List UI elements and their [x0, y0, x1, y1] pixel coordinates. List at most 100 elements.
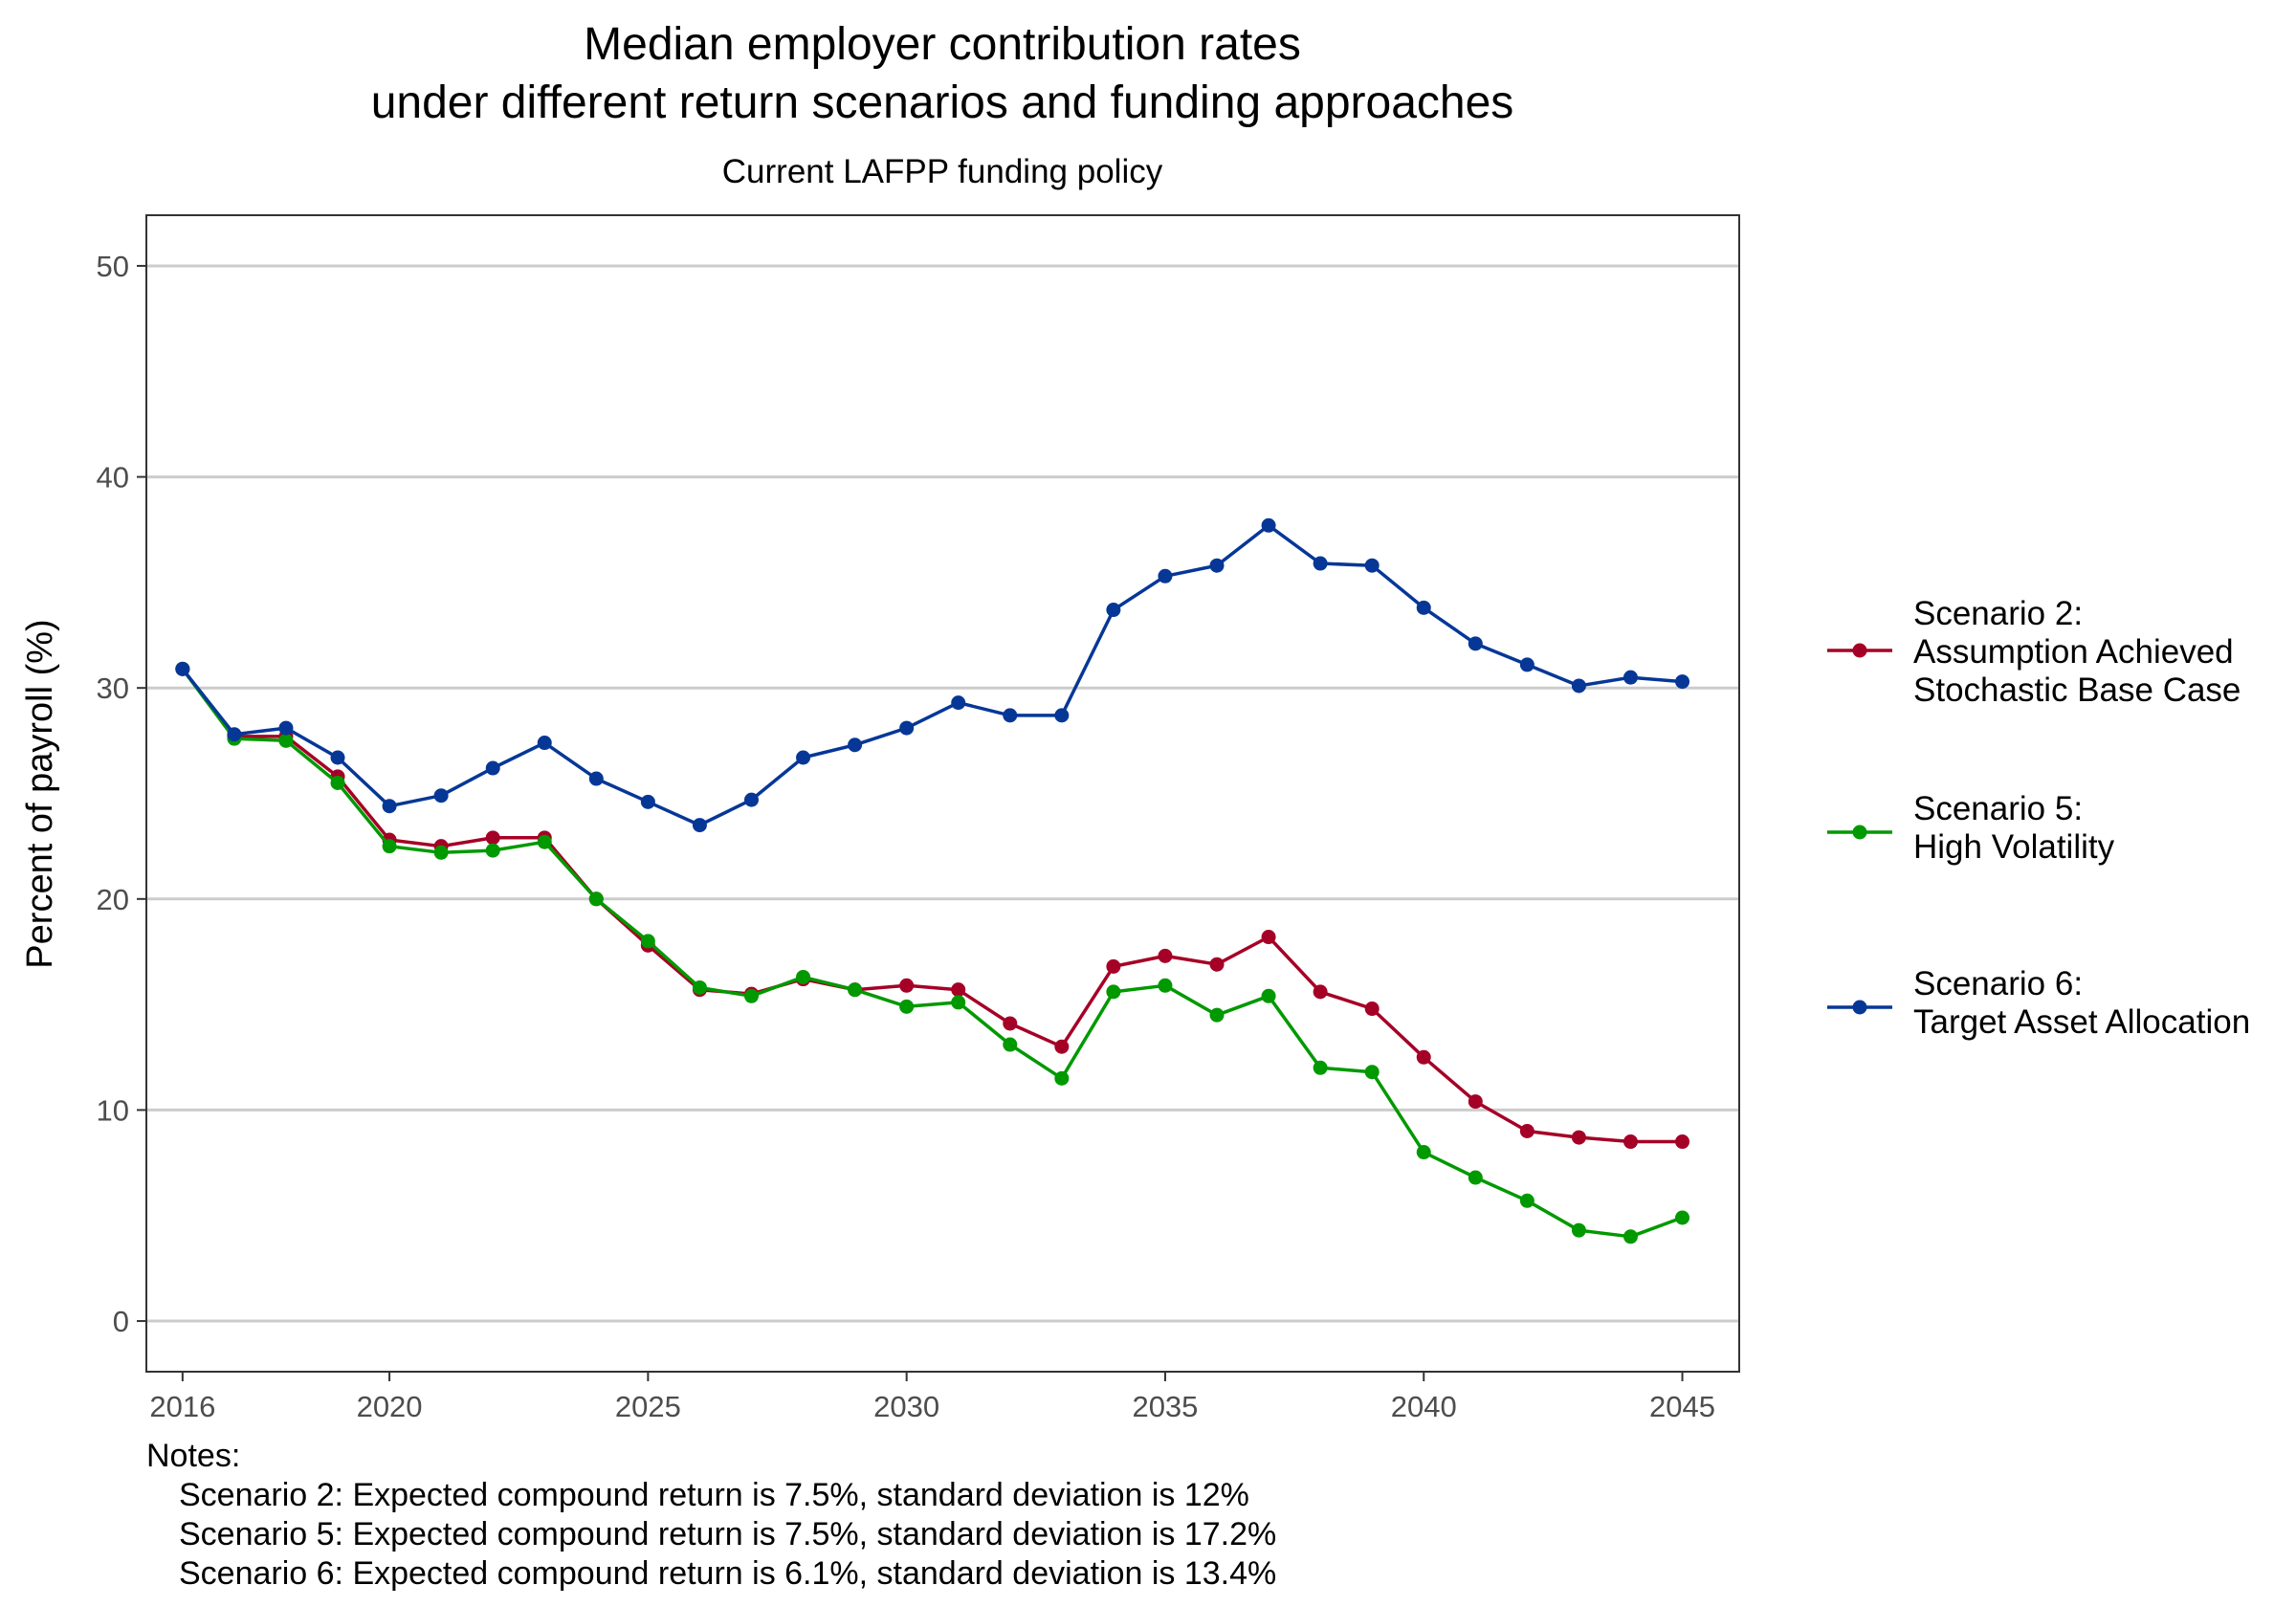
y-axis-title: Percent of payroll (%): [20, 619, 60, 968]
data-point: [848, 982, 863, 998]
y-tick-label: 30: [97, 671, 129, 705]
data-point: [1209, 1007, 1225, 1023]
legend-label: Stochastic Base Case: [1913, 671, 2241, 709]
x-tick-label: 2045: [1649, 1390, 1715, 1423]
legend: Scenario 2:Assumption AchievedStochastic…: [1827, 595, 2250, 1041]
data-point: [1003, 1016, 1018, 1031]
data-point: [848, 737, 863, 753]
x-tick-label: 2040: [1391, 1390, 1457, 1423]
data-point: [433, 788, 449, 804]
data-point: [951, 695, 966, 711]
legend-label: Target Asset Allocation: [1913, 1003, 2250, 1041]
y-tick-label: 20: [97, 883, 129, 916]
data-point: [899, 978, 915, 993]
data-point: [1261, 988, 1276, 1003]
data-point: [1158, 568, 1173, 583]
y-tick-label: 10: [97, 1093, 129, 1127]
data-point: [1158, 948, 1173, 963]
data-point: [1106, 603, 1121, 618]
legend-item-2: Scenario 5:High Volatility: [1827, 790, 2115, 866]
note-line-3: Scenario 6: Expected compound return is …: [179, 1555, 1276, 1592]
data-point: [1313, 984, 1328, 1000]
series-3: [175, 517, 1690, 833]
y-tick-label: 40: [97, 461, 129, 495]
legend-item-3: Scenario 6:Target Asset Allocation: [1827, 965, 2250, 1041]
note-line-1: Scenario 2: Expected compound return is …: [179, 1477, 1249, 1513]
data-point: [1468, 1094, 1483, 1110]
data-point: [382, 839, 397, 854]
series-1: [175, 661, 1690, 1150]
data-point: [743, 988, 759, 1003]
legend-key-point: [1852, 643, 1867, 658]
series-line: [181, 668, 1684, 1239]
y-tick-label: 0: [113, 1305, 129, 1338]
data-point: [433, 845, 449, 860]
data-point: [382, 799, 397, 814]
data-point: [537, 736, 552, 751]
legend-label: Assumption Achieved: [1913, 633, 2234, 671]
series-2: [175, 661, 1690, 1244]
data-point: [1364, 558, 1380, 573]
data-point: [1003, 1037, 1018, 1052]
x-tick-label: 2035: [1132, 1390, 1198, 1423]
data-point: [175, 661, 190, 676]
data-point: [1054, 1070, 1070, 1086]
data-point: [1468, 1170, 1483, 1185]
data-point: [899, 720, 915, 736]
x-axis: 2016 2020 2025 2030 2035 2040 2045: [149, 1372, 1715, 1423]
gridlines: [146, 264, 1739, 1323]
data-point: [278, 720, 294, 736]
data-point: [1571, 1130, 1586, 1145]
notes-title: Notes:: [146, 1438, 240, 1474]
data-point: [1571, 678, 1586, 693]
data-point: [1519, 657, 1534, 672]
data-point: [1106, 984, 1121, 1000]
data-point: [899, 999, 915, 1014]
chart-subtitle: Current LAFPP funding policy: [722, 153, 1163, 190]
data-point: [796, 750, 811, 765]
data-point: [485, 830, 500, 846]
series-layer: [175, 517, 1690, 1244]
data-point: [951, 982, 966, 998]
data-point: [1519, 1193, 1534, 1208]
data-point: [1623, 670, 1638, 685]
data-point: [1054, 1039, 1070, 1054]
data-point: [330, 750, 345, 765]
data-point: [1675, 1134, 1690, 1150]
data-point: [278, 733, 294, 748]
data-point: [743, 792, 759, 807]
legend-label: Scenario 6:: [1913, 965, 2083, 1002]
data-point: [1571, 1222, 1586, 1238]
legend-label: Scenario 5:: [1913, 790, 2083, 827]
x-tick-label: 2020: [357, 1390, 423, 1423]
x-tick-label: 2030: [873, 1390, 939, 1423]
legend-key-point: [1852, 1000, 1867, 1015]
data-point: [796, 969, 811, 984]
legend-item-1: Scenario 2:Assumption AchievedStochastic…: [1827, 595, 2241, 709]
data-point: [588, 771, 604, 786]
y-tick-label: 50: [97, 250, 129, 283]
data-point: [951, 995, 966, 1010]
data-point: [1623, 1134, 1638, 1150]
data-point: [1209, 957, 1225, 972]
data-point: [692, 980, 707, 995]
data-point: [1468, 636, 1483, 651]
data-point: [1261, 930, 1276, 945]
data-point: [640, 934, 655, 949]
legend-label: Scenario 2:: [1913, 595, 2083, 632]
data-point: [1158, 978, 1173, 993]
data-point: [640, 794, 655, 809]
series-line: [181, 523, 1683, 827]
data-point: [1364, 1065, 1380, 1080]
data-point: [1364, 1002, 1380, 1017]
data-point: [1416, 1145, 1431, 1160]
plot-panel: [145, 214, 1740, 1373]
x-tick-label: 2016: [149, 1390, 215, 1423]
data-point: [485, 843, 500, 858]
data-point: [1623, 1229, 1638, 1244]
data-point: [330, 775, 345, 790]
chart-title-line-2: under different return scenarios and fun…: [371, 77, 1514, 128]
data-point: [1675, 1210, 1690, 1225]
data-point: [1675, 674, 1690, 690]
